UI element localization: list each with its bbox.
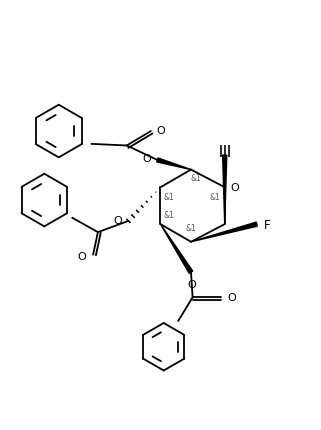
Text: O: O bbox=[143, 154, 152, 164]
Text: O: O bbox=[187, 280, 196, 290]
Text: O: O bbox=[230, 183, 239, 193]
Text: &1: &1 bbox=[163, 211, 174, 219]
Polygon shape bbox=[191, 223, 257, 242]
Text: F: F bbox=[264, 218, 271, 231]
Text: &1: &1 bbox=[163, 193, 174, 202]
Polygon shape bbox=[157, 159, 191, 170]
Text: &1: &1 bbox=[186, 224, 196, 233]
Text: &1: &1 bbox=[190, 174, 201, 183]
Text: O: O bbox=[157, 126, 165, 136]
Text: O: O bbox=[77, 251, 86, 261]
Text: &1: &1 bbox=[210, 193, 221, 202]
Text: O: O bbox=[114, 215, 123, 225]
Polygon shape bbox=[222, 156, 227, 224]
Polygon shape bbox=[160, 224, 193, 274]
Text: O: O bbox=[227, 293, 236, 303]
